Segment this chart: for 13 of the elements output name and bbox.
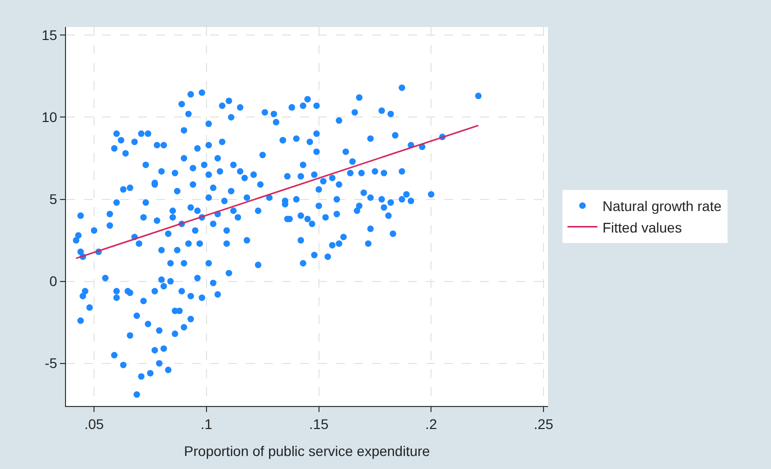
x-tick-label: .15 xyxy=(309,416,329,432)
y-tick-label: 10 xyxy=(42,109,58,126)
y-tick-label: 15 xyxy=(42,27,58,44)
y-tick-label: -5 xyxy=(44,355,58,372)
y-tick-label: 5 xyxy=(49,191,58,208)
legend-label: Fitted values xyxy=(602,219,682,236)
x-tick-label: .2 xyxy=(425,416,438,432)
legend-label: Natural growth rate xyxy=(602,198,722,214)
x-tick-label: .25 xyxy=(534,416,554,432)
x-axis-title: Proportion of public service expenditure xyxy=(184,443,430,460)
y-tick-label: 0 xyxy=(49,273,58,290)
x-tick-label: .05 xyxy=(84,416,104,432)
x-tick-label: .1 xyxy=(200,416,212,432)
